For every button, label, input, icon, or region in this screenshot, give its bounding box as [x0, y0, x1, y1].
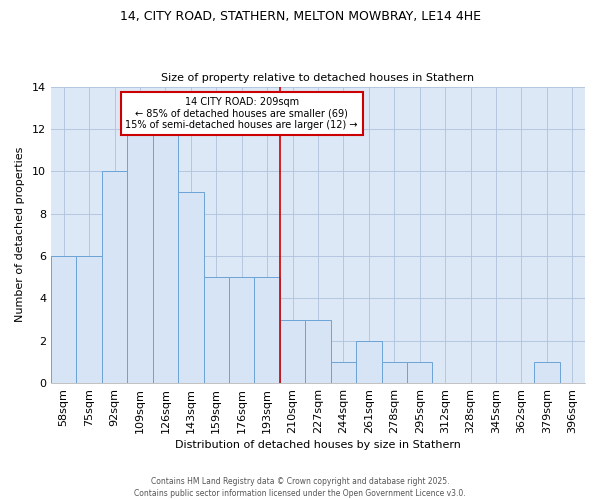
Bar — [331, 362, 356, 383]
X-axis label: Distribution of detached houses by size in Stathern: Distribution of detached houses by size … — [175, 440, 461, 450]
Bar — [229, 277, 254, 383]
Text: 14, CITY ROAD, STATHERN, MELTON MOWBRAY, LE14 4HE: 14, CITY ROAD, STATHERN, MELTON MOWBRAY,… — [119, 10, 481, 23]
Bar — [356, 340, 382, 383]
Bar — [178, 192, 203, 383]
Bar — [534, 362, 560, 383]
Y-axis label: Number of detached properties: Number of detached properties — [15, 147, 25, 322]
Bar — [152, 129, 178, 383]
Bar — [51, 256, 76, 383]
Bar — [76, 256, 102, 383]
Bar — [407, 362, 433, 383]
Bar — [254, 277, 280, 383]
Bar — [382, 362, 407, 383]
Bar — [127, 129, 152, 383]
Bar — [305, 320, 331, 383]
Bar — [102, 172, 127, 383]
Title: Size of property relative to detached houses in Stathern: Size of property relative to detached ho… — [161, 73, 475, 83]
Text: Contains HM Land Registry data © Crown copyright and database right 2025.
Contai: Contains HM Land Registry data © Crown c… — [134, 476, 466, 498]
Bar — [203, 277, 229, 383]
Bar — [280, 320, 305, 383]
Text: 14 CITY ROAD: 209sqm
← 85% of detached houses are smaller (69)
15% of semi-detac: 14 CITY ROAD: 209sqm ← 85% of detached h… — [125, 97, 358, 130]
